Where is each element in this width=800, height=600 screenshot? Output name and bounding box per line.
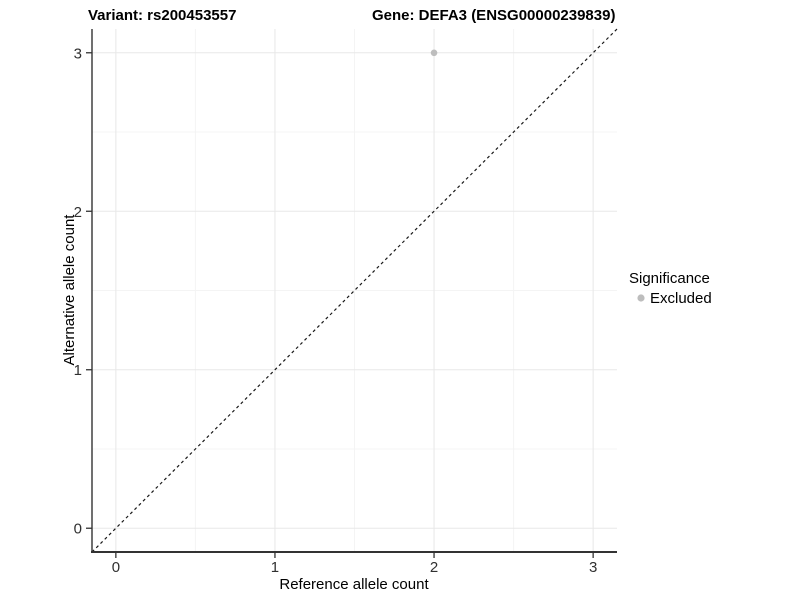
x-tick-label: 3 — [589, 559, 597, 576]
legend-marker-circle — [637, 294, 645, 302]
grid-minor-layer — [92, 29, 617, 552]
legend-item-label: Excluded — [650, 290, 712, 307]
plot-title-gene: Gene: DEFA3 (ENSG00000239839) — [372, 7, 615, 24]
data-point — [430, 49, 438, 57]
y-axis-title: Alternative allele count — [61, 214, 78, 366]
y-tick-label: 2 — [74, 204, 82, 221]
x-tick-label: 2 — [430, 559, 438, 576]
x-tick-label: 0 — [112, 559, 120, 576]
y-tick-labels: 0 1 2 3 — [74, 45, 82, 537]
grid-major-layer — [92, 29, 617, 552]
x-tick-label: 1 — [271, 559, 279, 576]
legend: Significance Excluded — [629, 270, 712, 307]
points-layer — [430, 49, 438, 57]
y-tick-label: 1 — [74, 362, 82, 379]
plot-title-variant: Variant: rs200453557 — [88, 7, 236, 24]
x-axis-title: Reference allele count — [279, 576, 429, 593]
x-tick-labels: 0 1 2 3 — [112, 559, 598, 576]
tick-marks-layer — [86, 52, 594, 558]
y-tick-label: 0 — [74, 521, 82, 538]
legend-title: Significance — [629, 270, 710, 287]
y-tick-label: 3 — [74, 45, 82, 62]
